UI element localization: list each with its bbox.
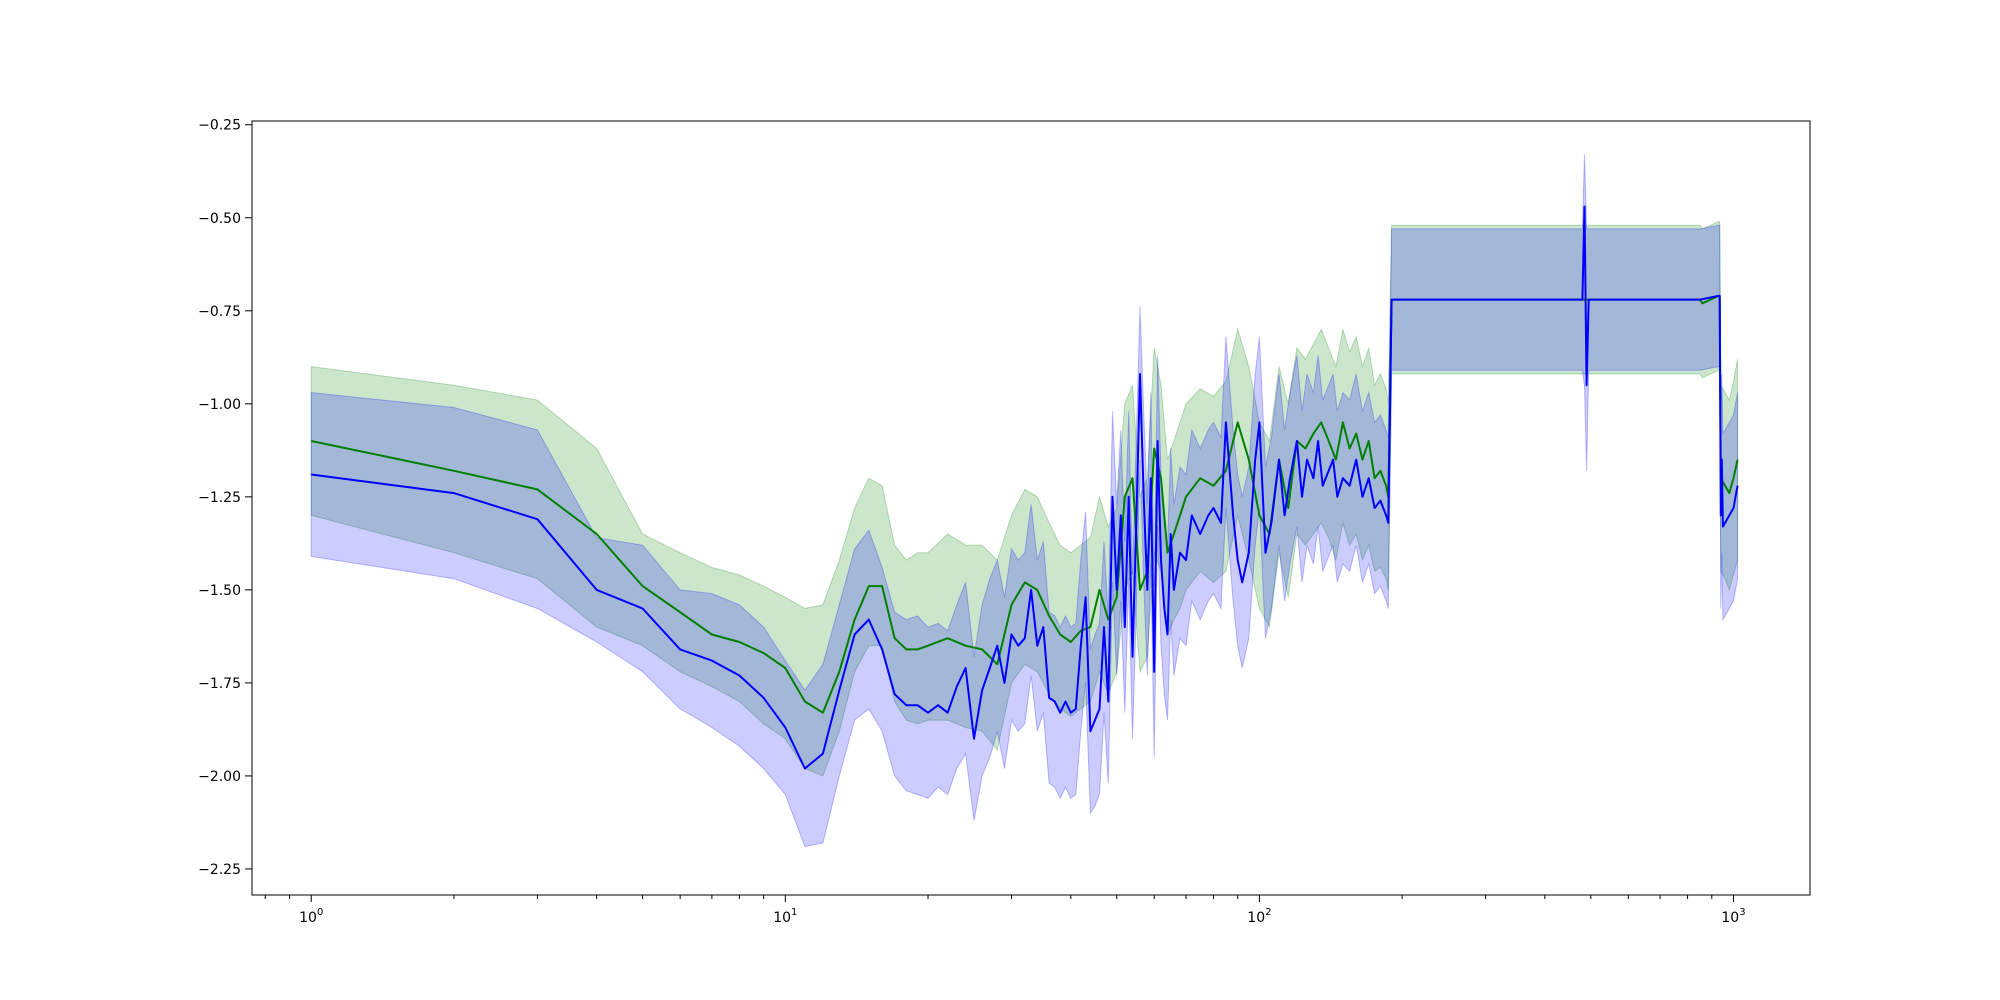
x-tick-label: 102 (1247, 907, 1271, 926)
confidence-bands (310, 154, 1739, 848)
y-tick-label: −1.00 (198, 397, 241, 413)
x-tick-label: 101 (773, 907, 797, 926)
series-1-line (311, 205, 1739, 770)
series-1-band (310, 154, 1739, 848)
x-tick-label: 100 (299, 907, 323, 926)
y-tick-label: −2.00 (198, 769, 241, 785)
x-axis: 100 101 102 103 (264, 895, 1746, 926)
plot-frame (251, 120, 1811, 896)
series-lines (310, 205, 1739, 770)
y-tick-label: −0.25 (198, 118, 241, 134)
y-axis: −0.25 −0.50 −0.75 −1.00 −1.25 −1.50 −1.75 −2.00… (198, 118, 252, 878)
y-tick-label: −1.25 (198, 490, 241, 506)
y-tick-label: −0.75 (198, 304, 241, 320)
y-tick-label: −1.75 (198, 676, 241, 692)
y-tick-label: −1.50 (198, 583, 241, 599)
y-tick-label: −2.25 (198, 862, 241, 878)
x-tick-label: 103 (1721, 907, 1745, 926)
series-0-line (310, 294, 1739, 714)
y-tick-label: −0.50 (198, 211, 241, 227)
